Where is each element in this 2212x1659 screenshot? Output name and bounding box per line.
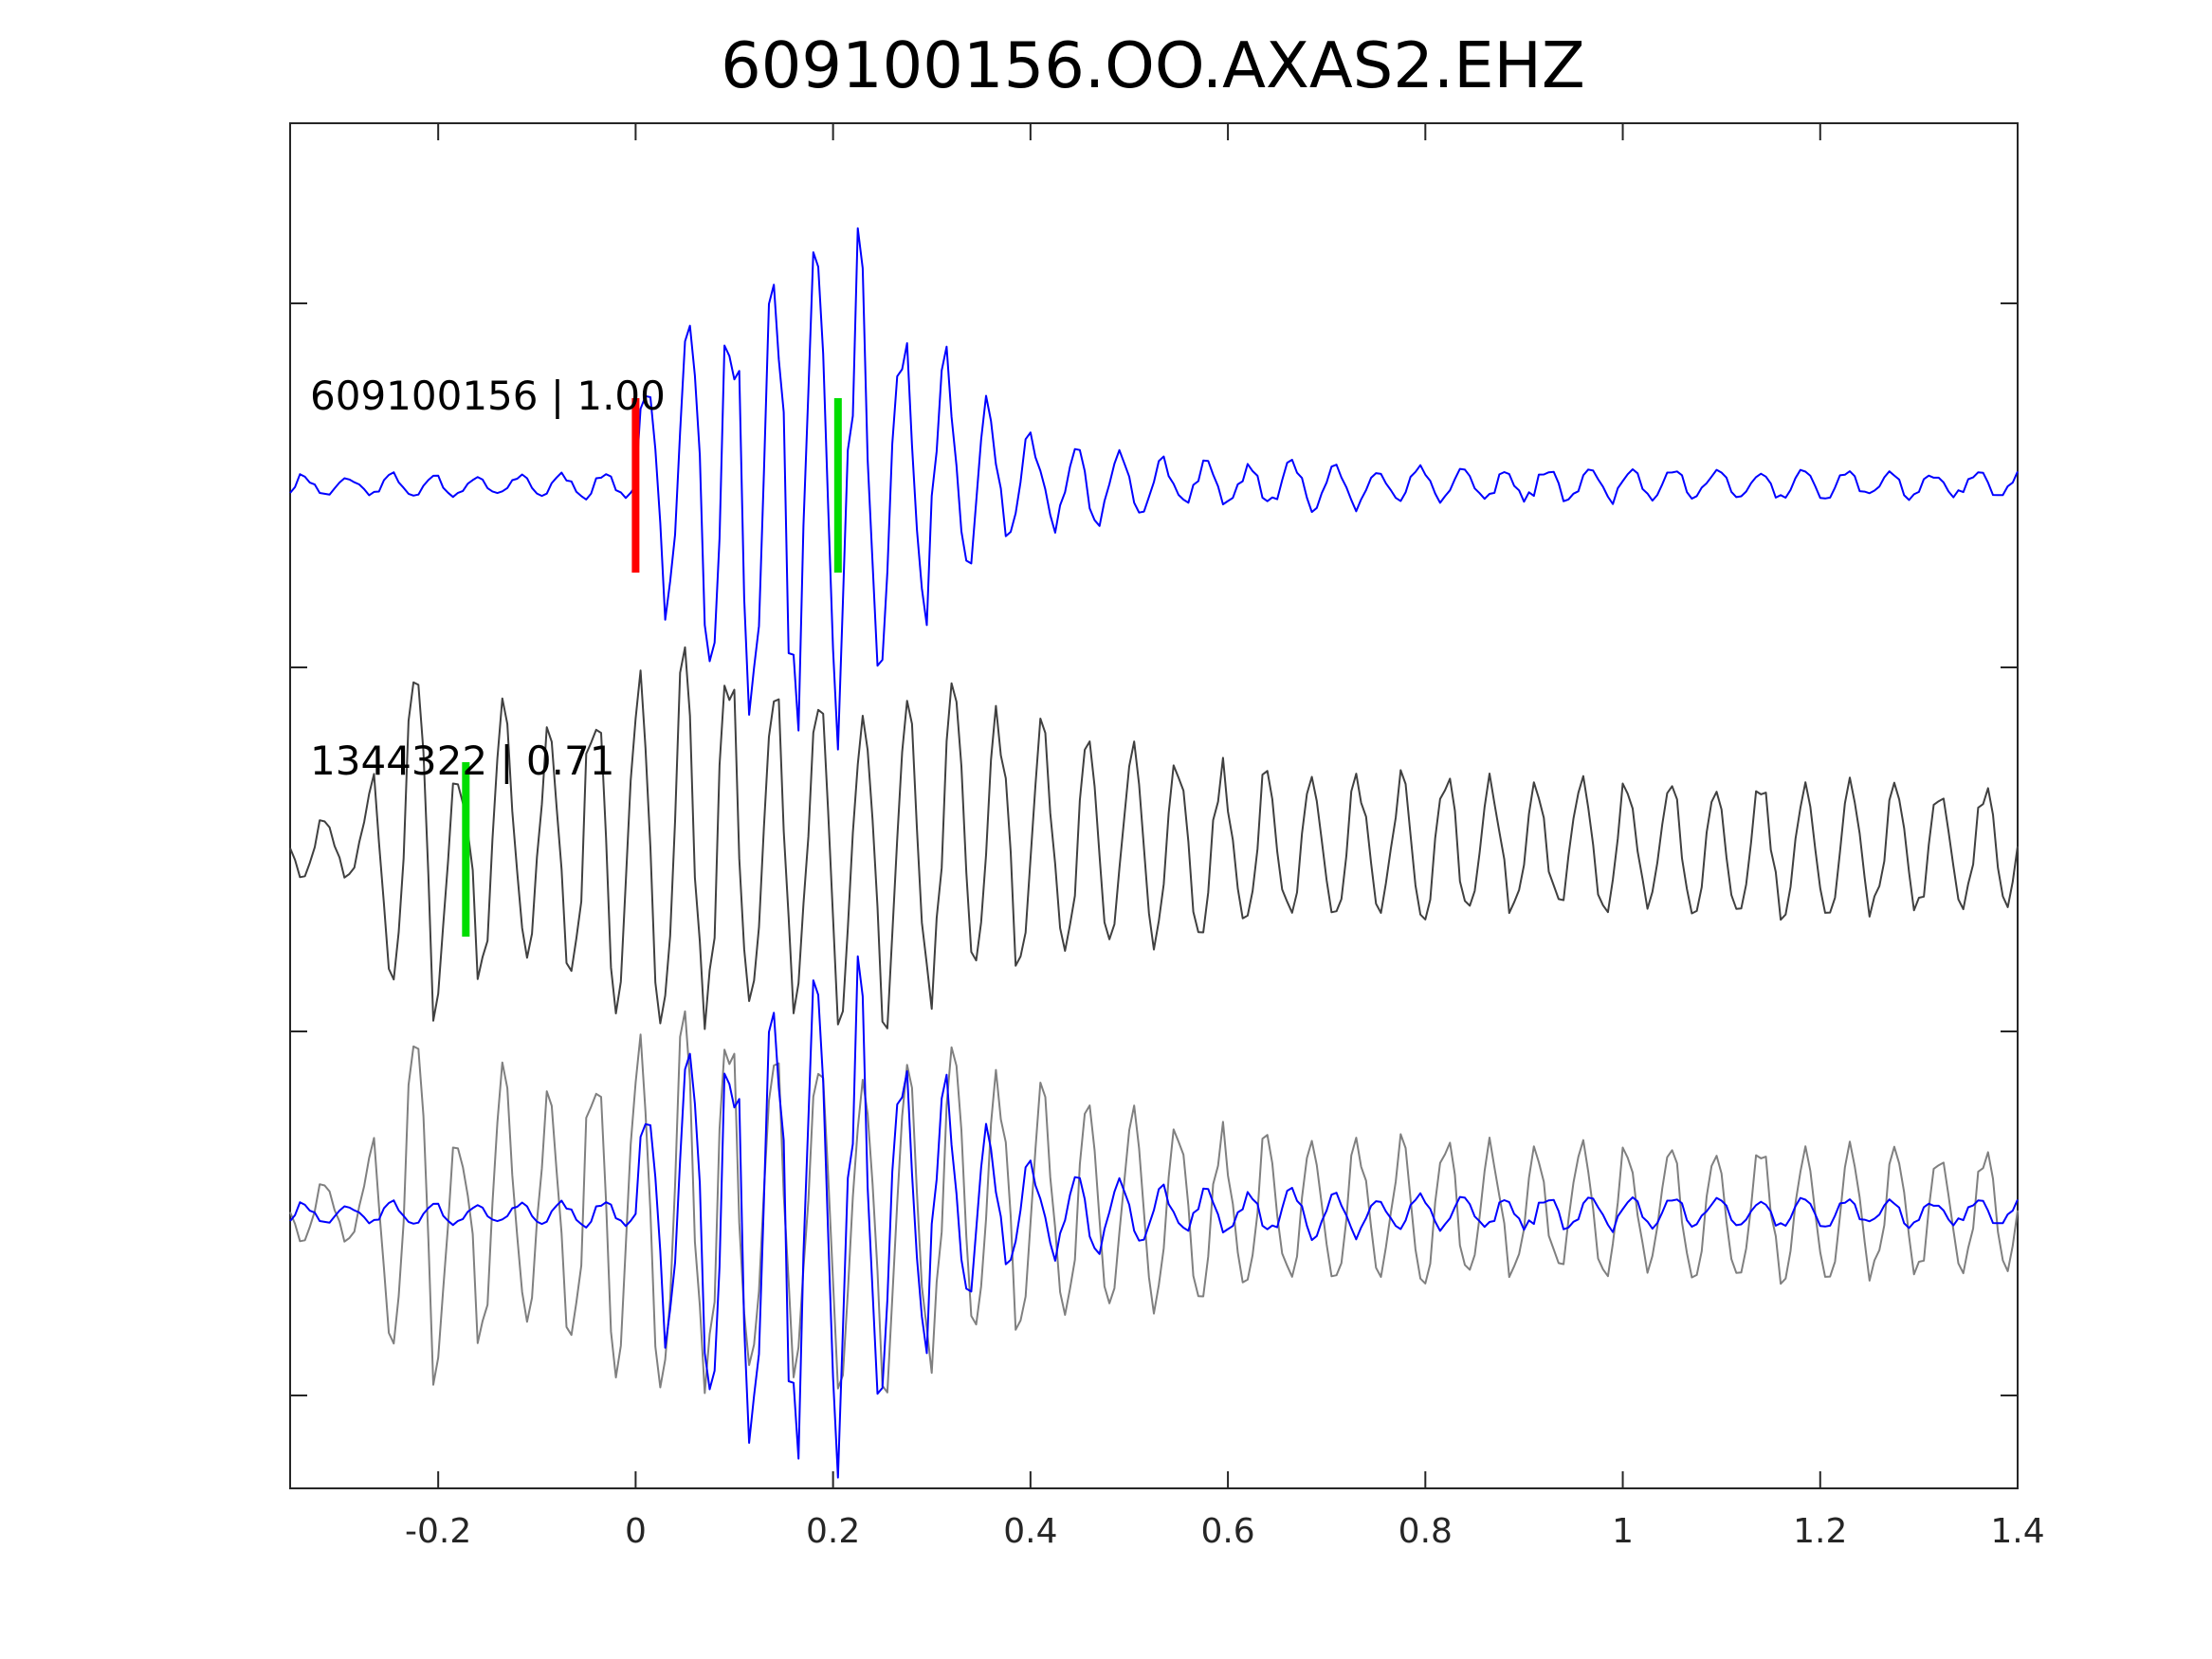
x-tick-label: 0.8	[1398, 1512, 1453, 1551]
axes-box	[289, 122, 2019, 1489]
x-tick-label: 0.6	[1200, 1512, 1254, 1551]
x-tick-label: 0	[625, 1512, 647, 1551]
chart-title: 609100156.OO.AXAS2.EHZ	[721, 28, 1585, 102]
trace-label-match: 1344322 | 0.71	[310, 738, 614, 784]
x-tick-label: 1	[1612, 1512, 1634, 1551]
phase-picks	[462, 398, 842, 937]
plot-area: -0.2 0 0.2 0.4 0.6 0.8 1 1.2 1.4 609100156 | 1.0…	[289, 122, 2045, 1551]
x-tick-label: 1.2	[1793, 1512, 1847, 1551]
overlay-match-trace	[289, 1010, 2019, 1395]
x-tick-label: 0.4	[1003, 1512, 1057, 1551]
trace-label-master: 609100156 | 1.00	[310, 373, 666, 419]
match-trace	[289, 646, 2019, 1030]
x-tick-label: -0.2	[405, 1512, 471, 1551]
overlay-master-trace	[289, 955, 2019, 1479]
x-tick-label: 0.2	[806, 1512, 860, 1551]
x-ticks: -0.2 0 0.2 0.4 0.6 0.8 1 1.2 1.4	[405, 123, 2045, 1551]
trace-labels: 609100156 | 1.00 1344322 | 0.71	[310, 373, 666, 784]
traces	[289, 227, 2019, 1479]
x-tick-label: 1.4	[1990, 1512, 2044, 1551]
master-trace	[289, 227, 2019, 751]
y-ticks	[290, 302, 2018, 1396]
